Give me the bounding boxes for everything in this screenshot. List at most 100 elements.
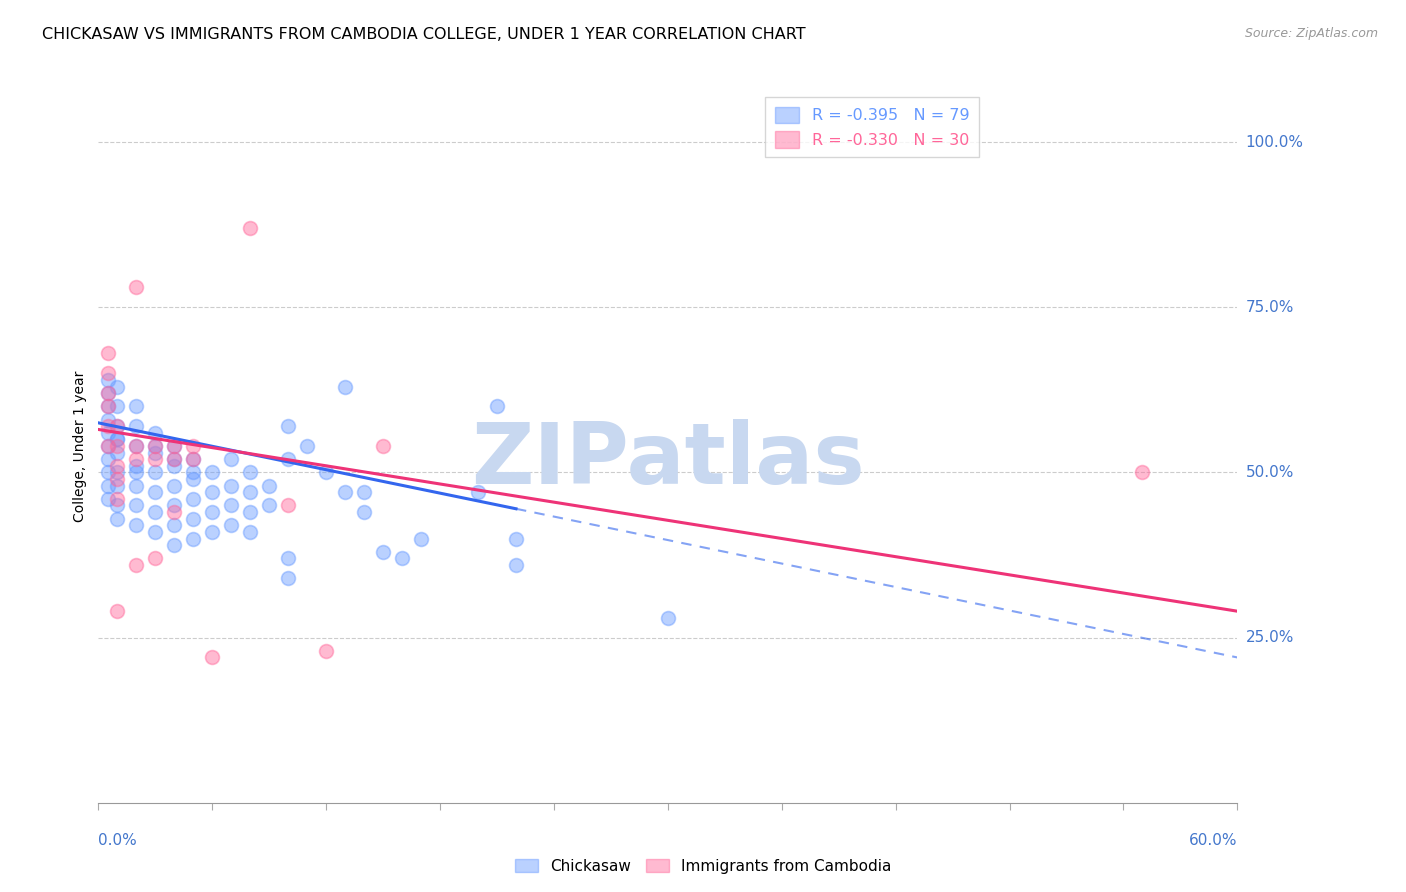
Point — [145, 524, 167, 539]
Point — [125, 466, 148, 480]
Point — [125, 518, 148, 533]
Point — [97, 425, 120, 440]
Point — [239, 221, 262, 235]
Point — [125, 280, 148, 294]
Point — [335, 379, 357, 393]
Point — [163, 478, 186, 492]
Point — [221, 478, 243, 492]
Point — [125, 439, 148, 453]
Point — [145, 466, 167, 480]
Point — [371, 545, 394, 559]
Text: 0.0%: 0.0% — [98, 833, 138, 848]
Point — [221, 452, 243, 467]
Text: 100.0%: 100.0% — [1246, 135, 1303, 150]
Point — [183, 491, 205, 506]
Point — [125, 452, 148, 467]
Point — [201, 485, 224, 500]
Point — [97, 419, 120, 434]
Point — [391, 551, 413, 566]
Point — [125, 478, 148, 492]
Point — [163, 518, 186, 533]
Point — [259, 478, 281, 492]
Point — [107, 433, 129, 447]
Point — [107, 472, 129, 486]
Point — [411, 532, 433, 546]
Point — [657, 611, 679, 625]
Point — [107, 491, 129, 506]
Point — [183, 439, 205, 453]
Point — [97, 346, 120, 360]
Point — [467, 485, 489, 500]
Point — [277, 551, 299, 566]
Point — [315, 644, 337, 658]
Point — [145, 485, 167, 500]
Point — [486, 400, 509, 414]
Point — [183, 466, 205, 480]
Point — [201, 466, 224, 480]
Text: ZIPatlas: ZIPatlas — [471, 418, 865, 502]
Point — [107, 458, 129, 473]
Point — [97, 412, 120, 426]
Point — [183, 472, 205, 486]
Point — [259, 499, 281, 513]
Point — [315, 466, 337, 480]
Point — [297, 439, 319, 453]
Point — [163, 458, 186, 473]
Point — [163, 452, 186, 467]
Point — [97, 478, 120, 492]
Point — [183, 452, 205, 467]
Point — [145, 445, 167, 459]
Point — [145, 425, 167, 440]
Point — [505, 558, 527, 572]
Point — [239, 524, 262, 539]
Point — [277, 419, 299, 434]
Point — [145, 452, 167, 467]
Text: 60.0%: 60.0% — [1189, 833, 1237, 848]
Point — [277, 571, 299, 585]
Point — [201, 524, 224, 539]
Point — [239, 505, 262, 519]
Point — [1132, 466, 1154, 480]
Point — [107, 511, 129, 525]
Point — [183, 452, 205, 467]
Point — [145, 505, 167, 519]
Point — [97, 367, 120, 381]
Legend: Chickasaw, Immigrants from Cambodia: Chickasaw, Immigrants from Cambodia — [509, 853, 897, 880]
Point — [353, 505, 375, 519]
Point — [335, 485, 357, 500]
Point — [97, 373, 120, 387]
Point — [371, 439, 394, 453]
Point — [107, 466, 129, 480]
Point — [125, 419, 148, 434]
Point — [201, 650, 224, 665]
Point — [505, 532, 527, 546]
Text: 50.0%: 50.0% — [1246, 465, 1294, 480]
Point — [125, 400, 148, 414]
Point — [107, 419, 129, 434]
Point — [107, 439, 129, 453]
Point — [107, 478, 129, 492]
Point — [97, 400, 120, 414]
Point — [107, 379, 129, 393]
Text: 25.0%: 25.0% — [1246, 630, 1294, 645]
Point — [163, 439, 186, 453]
Point — [107, 433, 129, 447]
Point — [107, 400, 129, 414]
Point — [145, 439, 167, 453]
Point — [125, 499, 148, 513]
Legend: R = -0.395   N = 79, R = -0.330   N = 30: R = -0.395 N = 79, R = -0.330 N = 30 — [765, 97, 979, 158]
Point — [97, 439, 120, 453]
Point — [201, 505, 224, 519]
Text: CHICKASAW VS IMMIGRANTS FROM CAMBODIA COLLEGE, UNDER 1 YEAR CORRELATION CHART: CHICKASAW VS IMMIGRANTS FROM CAMBODIA CO… — [42, 27, 806, 42]
Point — [97, 466, 120, 480]
Point — [107, 499, 129, 513]
Text: 75.0%: 75.0% — [1246, 300, 1294, 315]
Point — [97, 491, 120, 506]
Point — [125, 439, 148, 453]
Point — [107, 445, 129, 459]
Point — [107, 419, 129, 434]
Point — [107, 604, 129, 618]
Point — [353, 485, 375, 500]
Point — [221, 518, 243, 533]
Point — [163, 499, 186, 513]
